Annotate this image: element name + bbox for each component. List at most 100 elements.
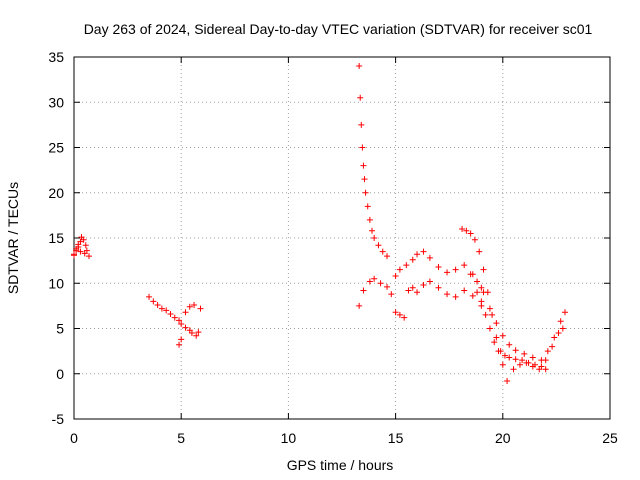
data-point bbox=[426, 278, 433, 285]
data-point bbox=[486, 325, 493, 332]
data-point bbox=[504, 377, 511, 384]
data-point bbox=[163, 307, 170, 314]
data-point bbox=[486, 305, 493, 312]
data-point bbox=[420, 248, 427, 255]
data-point bbox=[420, 282, 427, 289]
data-point bbox=[75, 244, 82, 251]
data-point bbox=[559, 325, 566, 332]
data-point bbox=[510, 366, 517, 373]
data-point bbox=[414, 251, 421, 258]
data-point bbox=[396, 266, 403, 273]
series-arc-h bbox=[467, 271, 568, 364]
data-point bbox=[359, 144, 366, 151]
data-point bbox=[542, 366, 549, 373]
data-point bbox=[555, 330, 562, 337]
data-point bbox=[377, 280, 384, 287]
series-arc-f bbox=[459, 225, 549, 373]
data-point bbox=[171, 314, 178, 321]
data-point bbox=[506, 341, 513, 348]
data-point bbox=[549, 343, 556, 350]
y-tick-label: 15 bbox=[48, 230, 64, 246]
data-point bbox=[176, 341, 183, 348]
data-point bbox=[495, 348, 502, 355]
data-points bbox=[71, 63, 568, 384]
data-point bbox=[469, 292, 476, 299]
y-tick-label: 10 bbox=[48, 275, 64, 291]
data-point bbox=[491, 339, 498, 346]
data-point bbox=[193, 332, 200, 339]
data-point bbox=[197, 305, 204, 312]
data-point bbox=[474, 289, 481, 296]
series-arc-e bbox=[392, 278, 485, 321]
data-point bbox=[178, 336, 185, 343]
data-point bbox=[82, 242, 89, 249]
data-point bbox=[478, 302, 485, 309]
data-point bbox=[178, 320, 185, 327]
data-point bbox=[409, 284, 416, 291]
data-point bbox=[366, 216, 373, 223]
data-point bbox=[384, 283, 391, 290]
data-point bbox=[512, 356, 519, 363]
data-point bbox=[561, 309, 568, 316]
data-point bbox=[77, 248, 84, 255]
x-tick-label: 25 bbox=[602, 430, 618, 446]
y-tick-label: 35 bbox=[48, 49, 64, 65]
data-point bbox=[195, 329, 202, 336]
data-point bbox=[364, 203, 371, 210]
data-point bbox=[186, 303, 193, 310]
data-point bbox=[77, 238, 84, 245]
series-arc-a bbox=[71, 234, 93, 260]
data-point bbox=[461, 287, 468, 294]
data-point bbox=[392, 309, 399, 316]
data-point bbox=[73, 247, 80, 254]
data-point bbox=[146, 293, 153, 300]
data-point bbox=[444, 269, 451, 276]
data-point bbox=[158, 305, 165, 312]
data-point bbox=[452, 266, 459, 273]
data-point bbox=[521, 350, 528, 357]
y-tick-label: 5 bbox=[56, 321, 64, 337]
data-point bbox=[551, 334, 558, 341]
data-point bbox=[86, 253, 93, 260]
data-point bbox=[499, 361, 506, 368]
data-point bbox=[366, 278, 373, 285]
data-point bbox=[474, 278, 481, 285]
data-point bbox=[150, 298, 157, 305]
data-point bbox=[529, 354, 536, 361]
data-point bbox=[405, 287, 412, 294]
data-point bbox=[489, 311, 496, 318]
data-point bbox=[452, 293, 459, 300]
grid-lines bbox=[74, 57, 610, 419]
x-axis-label: GPS time / hours bbox=[287, 457, 394, 473]
axis-ticks: 0 5 10 15 20 25 -5 0 5 10 15 20 25 30 35 bbox=[48, 49, 618, 446]
data-point bbox=[459, 225, 466, 232]
data-point bbox=[499, 332, 506, 339]
data-point bbox=[461, 262, 468, 269]
data-point bbox=[523, 359, 530, 366]
x-tick-label: 10 bbox=[281, 430, 297, 446]
data-point bbox=[356, 63, 363, 70]
series-arc-c bbox=[356, 63, 391, 260]
data-point bbox=[426, 254, 433, 261]
x-tick-label: 0 bbox=[70, 430, 78, 446]
data-point bbox=[414, 289, 421, 296]
data-point bbox=[516, 361, 523, 368]
x-tick-label: 20 bbox=[495, 430, 511, 446]
y-tick-label: -5 bbox=[52, 411, 65, 427]
y-axis-label: SDTVAR / TECUs bbox=[5, 182, 21, 294]
data-point bbox=[478, 284, 485, 291]
chart-title: Day 263 of 2024, Sidereal Day-to-day VTE… bbox=[84, 21, 593, 37]
data-point bbox=[154, 301, 161, 308]
series-arc-b bbox=[146, 293, 204, 348]
data-point bbox=[544, 348, 551, 355]
y-tick-label: 30 bbox=[48, 94, 64, 110]
data-point bbox=[467, 230, 474, 237]
data-point bbox=[506, 354, 513, 361]
data-point bbox=[388, 291, 395, 298]
data-point bbox=[371, 275, 378, 282]
y-tick-label: 0 bbox=[56, 366, 64, 382]
data-point bbox=[467, 271, 474, 278]
data-point bbox=[444, 291, 451, 298]
data-point bbox=[167, 311, 174, 318]
data-point bbox=[371, 235, 378, 241]
